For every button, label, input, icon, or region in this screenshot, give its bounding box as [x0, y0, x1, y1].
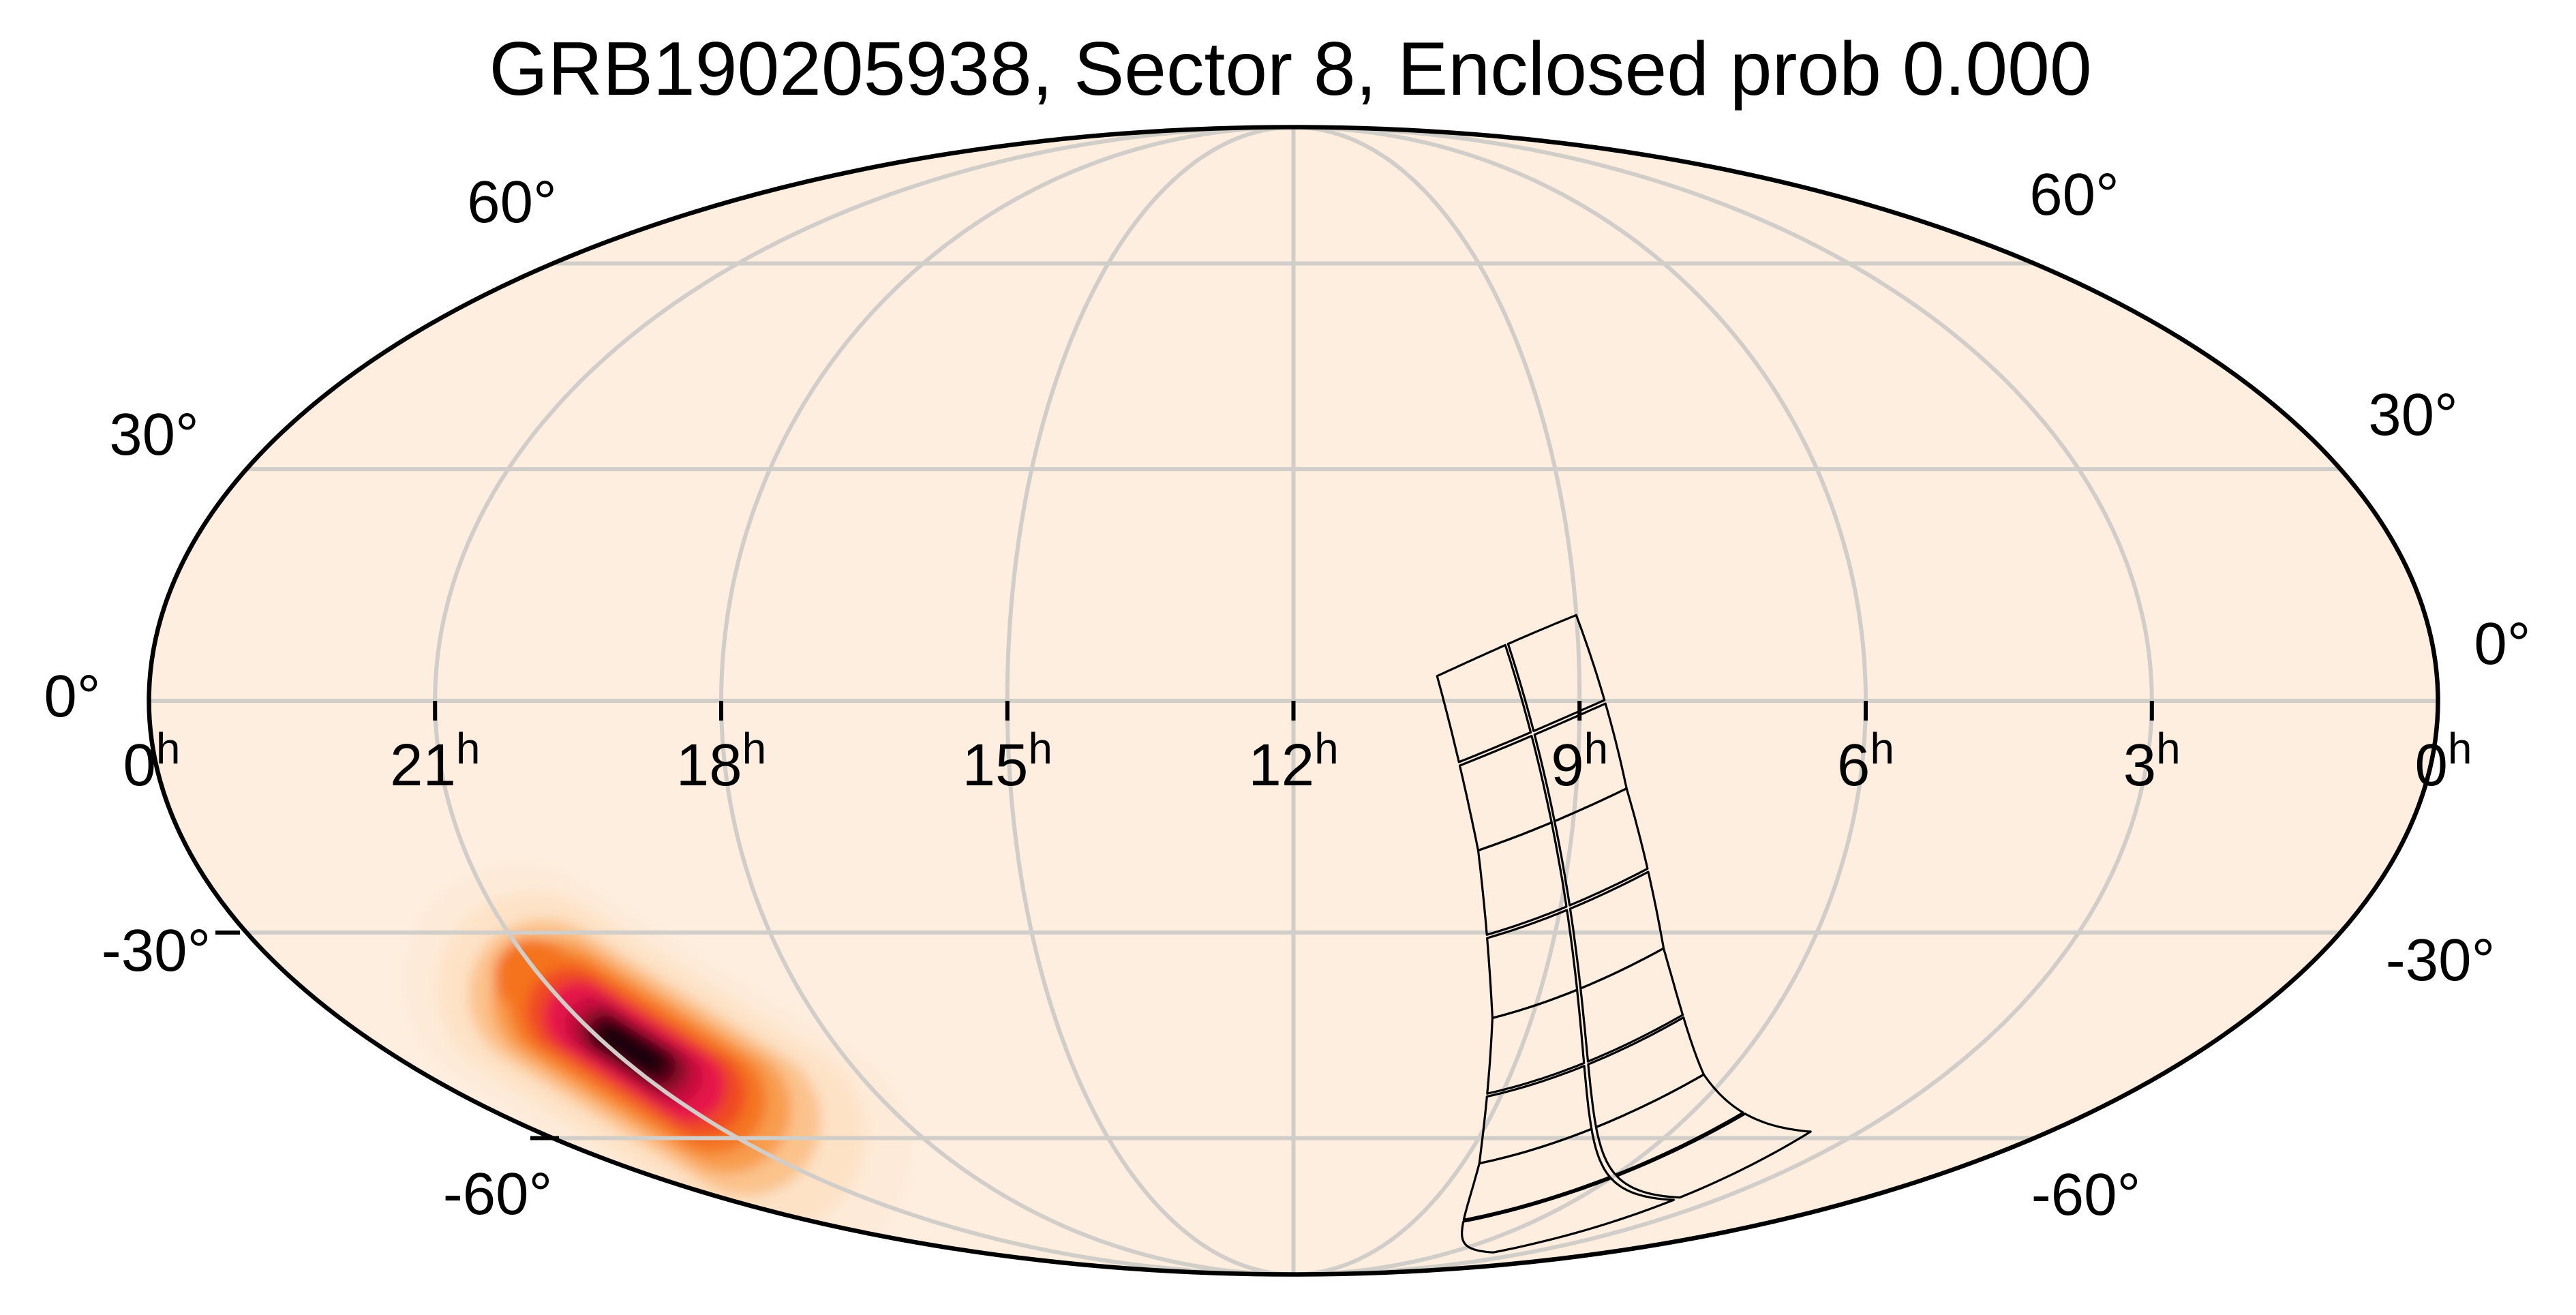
svg-text:6h: 6h: [1837, 724, 1894, 798]
svg-text:-60°: -60°: [2031, 1162, 2141, 1228]
svg-text:0°: 0°: [44, 663, 100, 729]
svg-text:-30°: -30°: [102, 918, 211, 984]
svg-text:30°: 30°: [2368, 382, 2458, 448]
svg-text:30°: 30°: [109, 402, 199, 468]
svg-text:-60°: -60°: [443, 1161, 553, 1227]
svg-text:0°: 0°: [2474, 611, 2530, 677]
svg-text:GRB190205938, Sector 8, Enclos: GRB190205938, Sector 8, Enclosed prob 0.…: [489, 27, 2091, 111]
svg-text:60°: 60°: [467, 169, 557, 235]
svg-text:60°: 60°: [2029, 162, 2119, 228]
svg-text:-30°: -30°: [2386, 927, 2496, 993]
